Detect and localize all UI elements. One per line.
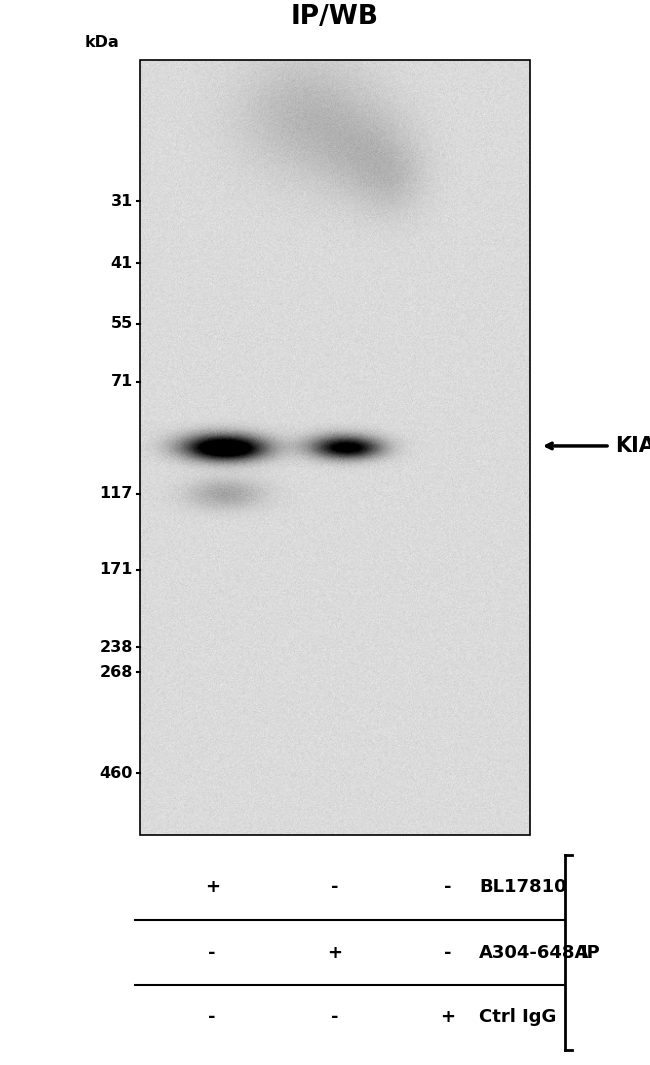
Text: 41: 41	[111, 256, 133, 271]
Text: +: +	[328, 944, 343, 962]
Text: BL17810: BL17810	[479, 879, 567, 897]
Text: A304-648A: A304-648A	[479, 944, 590, 962]
Text: 460: 460	[99, 766, 133, 781]
Text: -: -	[332, 879, 339, 897]
Text: IP/WB: IP/WB	[291, 4, 379, 30]
Text: -: -	[445, 879, 452, 897]
Text: 55: 55	[111, 316, 133, 331]
Text: -: -	[332, 1009, 339, 1027]
Text: 31: 31	[111, 194, 133, 209]
Text: -: -	[445, 944, 452, 962]
Text: 268: 268	[99, 665, 133, 679]
Text: -: -	[209, 944, 216, 962]
Text: 71: 71	[111, 374, 133, 389]
Text: +: +	[205, 879, 220, 897]
Text: 117: 117	[99, 487, 133, 502]
Text: Ctrl IgG: Ctrl IgG	[479, 1009, 556, 1027]
Text: 171: 171	[99, 562, 133, 577]
Text: IP: IP	[580, 944, 600, 962]
Text: KIAA1598: KIAA1598	[615, 436, 650, 456]
Text: kDa: kDa	[85, 35, 120, 50]
Text: -: -	[209, 1009, 216, 1027]
Text: 238: 238	[99, 640, 133, 655]
Bar	[140, 60, 530, 835]
Text: +: +	[441, 1009, 456, 1027]
